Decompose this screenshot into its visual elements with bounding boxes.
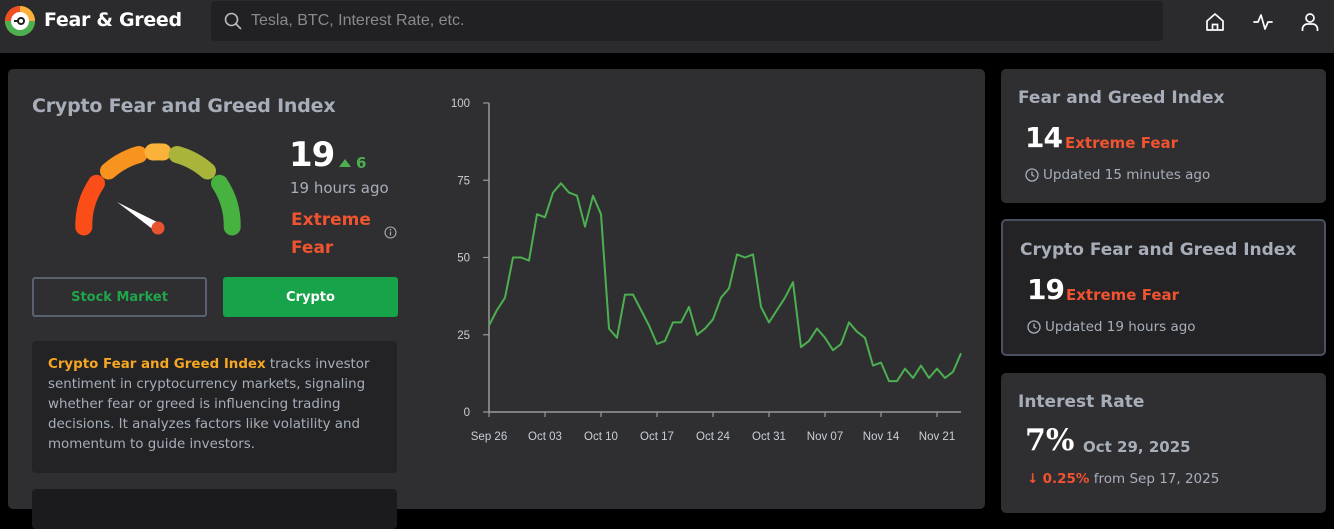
user-icon[interactable] (1299, 11, 1321, 33)
gauge-segment-greed (177, 155, 208, 172)
clock-icon (1025, 168, 1039, 182)
card-title: Crypto Fear and Greed Index (1020, 240, 1296, 260)
x-tick-label: Oct 17 (640, 431, 674, 443)
card-crypto-fear-greed-index[interactable]: Crypto Fear and Greed Index 19 Extreme F… (1001, 219, 1326, 356)
index-status: Extreme Fear (291, 206, 391, 262)
rate-value: 7% (1025, 423, 1074, 458)
arrow-down-icon: ↓ (1027, 471, 1038, 487)
x-tick-label: Oct 03 (528, 431, 562, 443)
card-status: Extreme Fear (1066, 286, 1179, 304)
search-bar[interactable] (211, 1, 1163, 41)
crypto-tab[interactable]: Crypto (223, 277, 398, 317)
y-tick-label: 25 (457, 330, 470, 342)
stock-market-tab[interactable]: Stock Market (32, 277, 207, 317)
search-input[interactable] (251, 1, 1131, 41)
card-value: 19 (1027, 273, 1064, 306)
card-interest-rate[interactable]: Interest Rate 7% Oct 29, 2025 ↓ 0.25% fr… (1001, 373, 1326, 513)
description-highlight: Crypto Fear and Greed Index (48, 357, 266, 372)
index-change: 6 (339, 154, 366, 172)
card-updated: Updated 19 hours ago (1027, 319, 1196, 335)
index-value: 19 (289, 135, 334, 175)
card-fear-greed-index[interactable]: Fear and Greed Index 14 Extreme Fear Upd… (1001, 69, 1326, 203)
x-tick-label: Oct 24 (696, 431, 730, 443)
top-bar: Fear & Greed (0, 0, 1334, 53)
gauge-segment-extreme-greed (220, 183, 233, 227)
card-updated: Updated 15 minutes ago (1025, 167, 1210, 183)
gauge-segment-extreme-fear (84, 183, 97, 227)
card-title: Interest Rate (1018, 392, 1144, 412)
x-tick-label: Nov 14 (863, 431, 900, 443)
description-box: Crypto Fear and Greed Index tracks inves… (32, 341, 397, 473)
x-tick-label: Sep 26 (471, 431, 507, 443)
fear-greed-gauge (60, 131, 270, 251)
y-tick-label: 0 (464, 407, 470, 419)
x-tick-label: Nov 21 (919, 431, 955, 443)
main-panel: Crypto Fear and Greed Index 19 6 19 hour… (8, 69, 985, 509)
gauge-segment-fear (109, 155, 140, 172)
data-line (489, 183, 961, 381)
page-title: Crypto Fear and Greed Index (32, 95, 335, 117)
activity-icon[interactable] (1252, 11, 1274, 33)
rate-change: ↓ 0.25% from Sep 17, 2025 (1027, 471, 1219, 487)
y-tick-label: 75 (457, 175, 470, 187)
secondary-box (32, 489, 397, 529)
card-status: Extreme Fear (1065, 134, 1178, 152)
card-value: 14 (1025, 121, 1062, 154)
search-icon (224, 12, 242, 30)
card-title: Fear and Greed Index (1018, 88, 1224, 108)
gauge-hub (152, 222, 165, 235)
x-tick-label: Oct 10 (584, 431, 618, 443)
line-chart: 0 25 50 75 100 Sep 26 Oct 03 Oct 10 Oct 17 Oct 24… (438, 89, 978, 449)
home-icon[interactable] (1204, 11, 1226, 33)
y-tick-label: 50 (457, 253, 470, 265)
x-tick-label: Nov 07 (807, 431, 843, 443)
x-tick-label: Oct 31 (752, 431, 786, 443)
arrow-up-icon (339, 159, 351, 167)
info-icon[interactable] (384, 226, 397, 239)
index-time-ago: 19 hours ago (290, 179, 389, 197)
brand-name[interactable]: Fear & Greed (44, 9, 182, 31)
logo-icon[interactable] (4, 5, 36, 37)
y-tick-label: 100 (451, 98, 470, 110)
clock-icon (1027, 320, 1041, 334)
rate-date: Oct 29, 2025 (1083, 438, 1191, 456)
